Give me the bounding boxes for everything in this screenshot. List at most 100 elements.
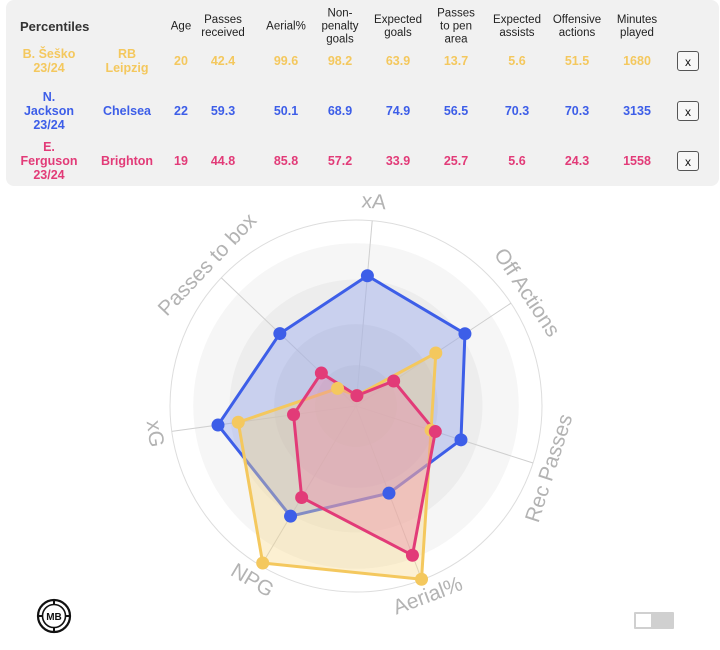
stat-value: 13.7 (443, 54, 469, 68)
stat-value: 24.3 (564, 154, 590, 168)
text-line: Minutes (616, 14, 658, 26)
text-line: N. (42, 90, 56, 104)
team-name: Brighton (101, 154, 153, 168)
radar-point (382, 486, 396, 500)
stat-value: 56.5 (443, 104, 469, 118)
text-line: Passes (204, 14, 242, 26)
column-header: Offensive actions (553, 14, 601, 40)
radar-point (211, 418, 225, 432)
text-line: 23/24 (33, 118, 65, 132)
column-header: Passes to pen area (437, 8, 475, 47)
radar-spoke (260, 405, 357, 567)
text-line: Expected (374, 14, 422, 26)
stat-value: 1558 (623, 154, 651, 168)
stat-value: 99.6 (273, 54, 299, 68)
text-line: Non- (327, 7, 353, 20)
toggle-knob[interactable] (636, 614, 651, 627)
player-name: B. Šeško 23/24 (23, 47, 76, 75)
text-line: received (201, 27, 245, 39)
remove-player-button[interactable]: x (677, 101, 699, 121)
stat-value: 33.9 (385, 154, 411, 168)
text-line: Age (170, 20, 192, 33)
stat-value: 42.4 (210, 54, 236, 68)
stat-value: 20 (174, 54, 188, 68)
stat-value: 70.3 (504, 104, 530, 118)
text-line: Expected (493, 14, 541, 26)
text-line: to pen (440, 20, 472, 33)
stat-value: 5.6 (508, 154, 526, 168)
radar-spoke (171, 405, 357, 432)
radar-point (415, 572, 429, 586)
text-line: actions (558, 27, 596, 39)
text-line: Leipzig (105, 61, 149, 75)
radar-series-area (236, 351, 438, 581)
team-name: RB Leipzig (105, 47, 148, 75)
column-header: Non-penalty goals (321, 8, 358, 47)
text-line: 23/24 (33, 61, 65, 75)
player-name: E. Ferguson 23/24 (21, 140, 78, 182)
radar-point (295, 490, 309, 504)
stat-value: 1680 (623, 54, 651, 68)
radar-spoke (355, 405, 534, 464)
text-line: Brighton (100, 154, 154, 168)
radar-axis-label: xA (361, 189, 387, 214)
stat-value: 44.8 (210, 154, 236, 168)
text-line: Chelsea (103, 104, 151, 118)
stat-value: 63.9 (385, 54, 411, 68)
text-line: Jackson (23, 104, 75, 118)
text-line: E. (43, 140, 55, 154)
radar-point (360, 269, 374, 283)
radar-point (256, 556, 270, 570)
column-header: Passes received (201, 14, 244, 40)
radar-point (273, 327, 287, 341)
text-line: area (444, 33, 468, 46)
column-header: Minutes played (617, 14, 657, 40)
stat-value: 70.3 (564, 104, 590, 118)
stat-value: 51.5 (564, 54, 590, 68)
column-header: Expected goals (374, 14, 422, 40)
radar-point (387, 374, 401, 388)
text-line: penalty (321, 20, 359, 33)
radar-point (287, 408, 301, 422)
text-line: assists (499, 27, 535, 39)
radar-point (350, 389, 364, 403)
radar-point (428, 425, 442, 439)
radar-spoke (355, 220, 373, 407)
mb-logo-icon: MB (36, 598, 72, 634)
radar-point (231, 415, 245, 429)
view-toggle[interactable] (634, 612, 674, 629)
remove-player-button[interactable]: x (677, 51, 699, 71)
radar-point (454, 433, 468, 447)
radar-point (314, 366, 328, 380)
text-line: Offensive (552, 14, 602, 26)
radar-point (284, 509, 298, 523)
table-title: Percentiles (20, 19, 90, 34)
team-name: Chelsea (103, 104, 151, 118)
stat-value: 3135 (623, 104, 651, 118)
text-line: 23/24 (33, 168, 65, 182)
comparison-table: Percentiles Age Passes received Aerial% Non-p… (6, 0, 719, 186)
text-line: Ferguson (20, 154, 78, 168)
radar-point (458, 327, 472, 341)
stat-value: 57.2 (327, 154, 353, 168)
radar-point (405, 548, 419, 562)
player-name: N. Jackson 23/24 (24, 90, 74, 132)
column-header: Aerial% (266, 21, 306, 34)
stat-value: 5.6 (508, 54, 526, 68)
stat-value: 50.1 (273, 104, 299, 118)
column-header: Age (171, 21, 191, 34)
text-line: B. Šeško (22, 47, 76, 61)
text-line: RB (117, 47, 137, 61)
stat-value: 25.7 (443, 154, 469, 168)
stat-value: 59.3 (210, 104, 236, 118)
svg-text:MB: MB (46, 612, 62, 623)
text-line: Aerial% (266, 20, 306, 33)
remove-player-button[interactable]: x (677, 151, 699, 171)
text-line: goals (326, 33, 354, 46)
stat-value: 19 (174, 154, 188, 168)
column-header: Expected assists (493, 14, 541, 40)
stat-value: 68.9 (327, 104, 353, 118)
stat-value: 74.9 (385, 104, 411, 118)
stat-value: 22 (174, 104, 188, 118)
